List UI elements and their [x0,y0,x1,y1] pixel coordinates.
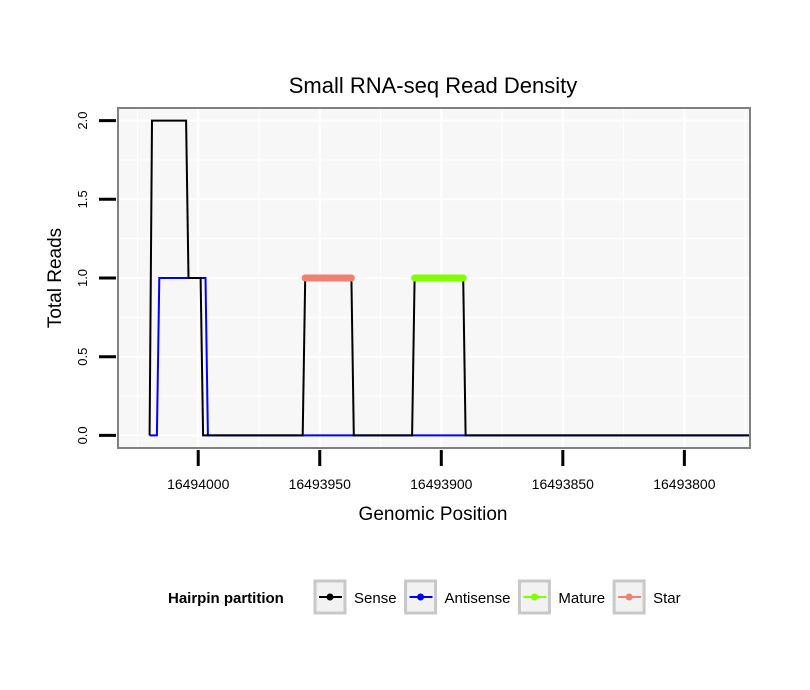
legend-item-star: Star [612,579,681,615]
legend-key-dot [326,593,334,601]
x-tick-label: 16493900 [410,476,473,492]
x-tick-label: 16494000 [167,476,230,492]
y-tick-label: 2.0 [75,112,90,130]
y-tick-label: 0.0 [75,426,90,444]
grid-lines [118,108,750,448]
legend-key-dot [530,593,538,601]
legend-key-dot [625,593,633,601]
series-lines [148,119,750,437]
legend-label: Sense [354,590,397,607]
legend-label: Star [653,590,681,607]
x-tick-label: 16493850 [532,476,595,492]
legend-label: Mature [558,590,605,607]
plot-border [117,107,751,449]
x-tick-label: 16493800 [653,476,716,492]
y-tick-label: 1.5 [75,190,90,208]
legend-item-antisense: Antisense [404,579,511,615]
chart-title: Small RNA-seq Read Density [289,73,578,98]
y-tick-label: 0.5 [75,348,90,366]
legend-item-sense: Sense [313,579,397,615]
y-tick-label: 1.0 [75,269,90,287]
legend-key-dot [417,593,425,601]
legend-title: Hairpin partition [168,590,284,607]
x-axis-label: Genomic Position [359,504,508,525]
x-axis: 16494000 16493950 16493900 16493850 16493800 [167,450,716,492]
y-axis: 0.0 0.5 1.0 1.5 2.0 [75,112,116,444]
legend-item-mature: Mature [517,579,605,615]
y-axis-label: Total Reads [45,228,66,328]
legend-label: Antisense [445,590,511,607]
x-tick-label: 16493950 [289,476,352,492]
legend: Hairpin partition Sense Antisense Mature St… [168,579,681,615]
legend-items: Sense Antisense Mature Star [313,579,681,615]
